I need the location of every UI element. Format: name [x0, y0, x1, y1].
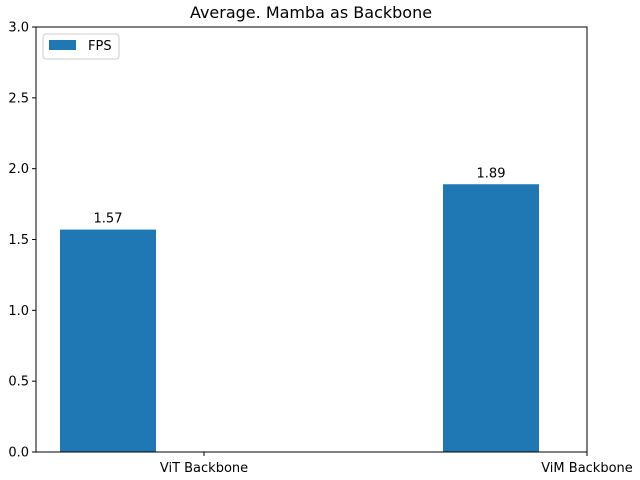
y-tick-label: 2.5: [8, 91, 29, 106]
bar-vim-backbone: [443, 184, 539, 452]
chart-title: Average. Mamba as Backbone: [190, 3, 432, 22]
x-tick-label: ViT Backbone: [160, 461, 248, 476]
plot-area: 0.0 0.5 1.0 1.5 2.0 2.5 3.0 1.57 1.89 ViT Backbon…: [8, 21, 632, 477]
y-tick-label: 2.0: [8, 162, 29, 177]
legend: FPS: [42, 33, 120, 60]
data-label: 1.89: [477, 166, 506, 181]
y-tick-label: 1.0: [8, 304, 29, 319]
legend-swatch: [49, 40, 76, 50]
y-tick-label: 1.5: [8, 233, 29, 248]
y-tick-label: 3.0: [8, 21, 29, 36]
bar-vit-backbone: [60, 229, 156, 452]
y-tick-label: 0.5: [8, 375, 29, 390]
y-tick-label: 0.0: [8, 446, 29, 461]
axes-frame: [35, 26, 588, 453]
legend-label: FPS: [88, 39, 112, 54]
x-tick-label: ViM Backbone: [541, 461, 633, 476]
data-label: 1.57: [94, 212, 123, 227]
